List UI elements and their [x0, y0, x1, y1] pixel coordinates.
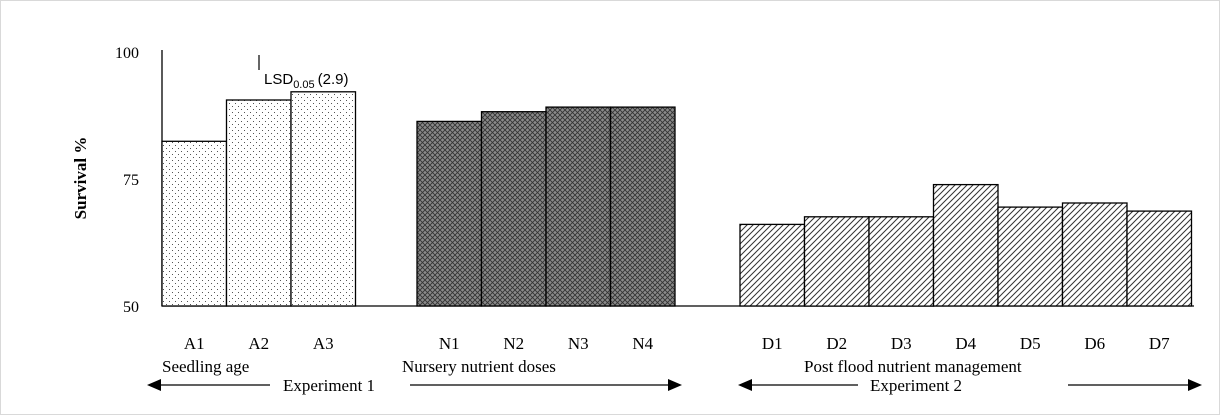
x-tick-a3: A3: [313, 334, 334, 353]
x-tick-n3: N3: [568, 334, 589, 353]
experiment1-arrowhead-right: [668, 379, 682, 391]
bar-d6: [1061, 202, 1128, 307]
bar-d1: [739, 223, 806, 307]
lsd-label: LSD0.05 (2.9): [264, 71, 348, 91]
experiment-1-label: Experiment 1: [283, 376, 375, 395]
bar-d2: [803, 216, 870, 307]
x-tick-d3: D3: [891, 334, 912, 353]
experiment2-arrowhead-left: [738, 379, 752, 391]
group-label-seedling-age: Seedling age: [162, 357, 249, 376]
experiment2-arrowhead-right: [1188, 379, 1202, 391]
category-labels-layer: A1 A2 A3 N1 N2 N3 N4 D1 D2 D3 D4 D5 D6 D7: [184, 334, 1170, 353]
experiment1-arrowhead-left: [147, 379, 161, 391]
x-tick-d5: D5: [1020, 334, 1041, 353]
y-tick-75: 75: [123, 172, 139, 189]
x-tick-a2: A2: [248, 334, 269, 353]
x-tick-d2: D2: [826, 334, 847, 353]
y-tick-50: 50: [123, 299, 139, 316]
bar-d3: [868, 216, 935, 307]
x-tick-d4: D4: [955, 334, 976, 353]
y-tick-100: 100: [115, 45, 139, 62]
bars-layer: [161, 91, 1193, 307]
x-tick-n1: N1: [439, 334, 460, 353]
x-tick-n2: N2: [503, 334, 524, 353]
x-tick-d6: D6: [1084, 334, 1105, 353]
x-tick-a1: A1: [184, 334, 205, 353]
bar-n1: [416, 120, 483, 307]
bar-n3: [545, 106, 612, 307]
y-axis-label: Survival %: [71, 137, 90, 220]
group-label-nursery-nutrient-doses: Nursery nutrient doses: [402, 357, 556, 376]
x-tick-n4: N4: [632, 334, 653, 353]
group-label-post-flood-nutrient-management: Post flood nutrient management: [804, 357, 1022, 376]
bar-a3: [290, 91, 357, 307]
bar-n2: [480, 111, 547, 307]
x-tick-d1: D1: [762, 334, 783, 353]
bar-a1: [161, 140, 228, 307]
bar-d5: [997, 206, 1064, 307]
experiment-2-label: Experiment 2: [870, 376, 962, 395]
x-tick-d7: D7: [1149, 334, 1170, 353]
bar-n4: [609, 106, 676, 307]
bar-d4: [932, 183, 999, 307]
bar-d7: [1126, 210, 1193, 307]
bar-a2: [225, 99, 292, 307]
